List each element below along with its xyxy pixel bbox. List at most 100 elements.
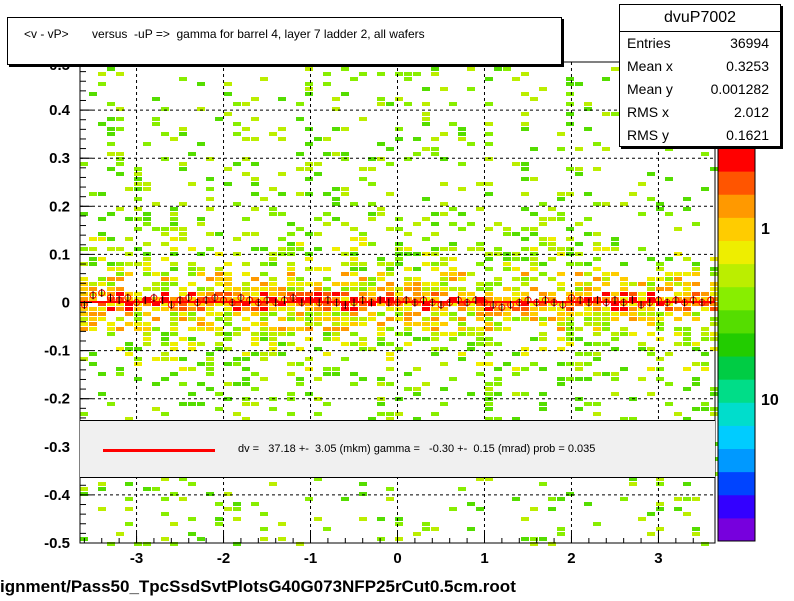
density-cell xyxy=(440,292,448,296)
density-cell xyxy=(602,342,610,346)
density-cell xyxy=(476,182,484,186)
density-cell xyxy=(566,302,574,306)
density-cell xyxy=(377,297,385,301)
density-cell xyxy=(503,317,511,321)
density-cell xyxy=(575,167,583,171)
density-cell xyxy=(98,217,106,221)
density-cell xyxy=(269,342,277,346)
density-cell xyxy=(260,282,268,286)
density-cell xyxy=(422,522,430,526)
density-cell xyxy=(422,287,430,291)
density-cell xyxy=(710,257,718,261)
density-cell xyxy=(224,167,232,171)
density-cell xyxy=(539,237,547,241)
density-cell xyxy=(404,232,412,236)
density-cell xyxy=(197,342,205,346)
density-cell xyxy=(449,287,457,291)
density-cell xyxy=(107,67,115,71)
density-cell xyxy=(557,337,565,341)
density-cell xyxy=(377,412,385,416)
density-cell xyxy=(143,542,151,546)
density-cell xyxy=(638,297,646,301)
colorbar-frame xyxy=(717,147,756,542)
density-cell xyxy=(224,312,232,316)
density-cell xyxy=(251,117,259,121)
density-cell xyxy=(593,297,601,301)
density-cell xyxy=(395,257,403,261)
density-cell xyxy=(251,342,259,346)
density-cell xyxy=(215,317,223,321)
density-cell xyxy=(467,302,475,306)
density-cell xyxy=(242,137,250,141)
density-cell xyxy=(593,522,601,526)
density-cell xyxy=(683,482,691,486)
density-cell xyxy=(89,362,97,366)
density-cell xyxy=(476,507,484,511)
density-cell xyxy=(494,67,502,71)
density-cell xyxy=(107,132,115,136)
density-cell xyxy=(170,297,178,301)
density-cell xyxy=(116,347,124,351)
density-cell xyxy=(548,497,556,501)
density-cell xyxy=(341,342,349,346)
density-cell xyxy=(395,302,403,306)
density-cell xyxy=(692,347,700,351)
density-cell xyxy=(116,367,124,371)
density-cell xyxy=(134,197,142,201)
density-cell xyxy=(566,112,574,116)
density-cell xyxy=(485,132,493,136)
density-cell xyxy=(611,242,619,246)
density-cell xyxy=(350,262,358,266)
density-cell xyxy=(260,302,268,306)
density-cell xyxy=(413,532,421,536)
density-cell xyxy=(242,382,250,386)
density-cell xyxy=(548,207,556,211)
density-cell xyxy=(629,317,637,321)
density-cell xyxy=(512,372,520,376)
density-cell xyxy=(152,97,160,101)
density-cell xyxy=(359,177,367,181)
density-cell xyxy=(251,232,259,236)
density-cell xyxy=(161,342,169,346)
density-cell xyxy=(197,107,205,111)
density-cell xyxy=(170,332,178,336)
density-cell xyxy=(269,332,277,336)
density-cell xyxy=(332,282,340,286)
stats-value: 0.3253 xyxy=(726,58,769,74)
density-cell xyxy=(143,217,151,221)
density-cell xyxy=(656,317,664,321)
density-cell xyxy=(323,82,331,86)
density-cell xyxy=(458,332,466,336)
density-cell xyxy=(323,292,331,296)
density-cell xyxy=(116,317,124,321)
density-cell xyxy=(188,182,196,186)
density-cell xyxy=(683,287,691,291)
density-cell xyxy=(170,522,178,526)
density-cell xyxy=(422,317,430,321)
density-cell xyxy=(125,272,133,276)
density-cell xyxy=(179,202,187,206)
density-cell xyxy=(593,352,601,356)
density-cell xyxy=(503,302,511,306)
density-cell xyxy=(197,222,205,226)
density-cell xyxy=(656,322,664,326)
density-cell xyxy=(152,297,160,301)
density-cell xyxy=(557,377,565,381)
density-cell xyxy=(683,297,691,301)
density-cell xyxy=(116,277,124,281)
density-cell xyxy=(692,312,700,316)
file-path-footer: ignment/Pass50_TpcSsdSvtPlotsG40G073NFP2… xyxy=(0,577,516,596)
density-cell xyxy=(575,312,583,316)
density-cell xyxy=(278,332,286,336)
density-cell xyxy=(98,82,106,86)
density-cell xyxy=(566,297,574,301)
density-cell xyxy=(548,307,556,311)
density-cell xyxy=(431,222,439,226)
density-cell xyxy=(386,272,394,276)
density-cell xyxy=(431,282,439,286)
density-cell xyxy=(197,142,205,146)
density-cell xyxy=(170,227,178,231)
density-cell xyxy=(656,277,664,281)
density-cell xyxy=(539,202,547,206)
density-cell xyxy=(530,262,538,266)
